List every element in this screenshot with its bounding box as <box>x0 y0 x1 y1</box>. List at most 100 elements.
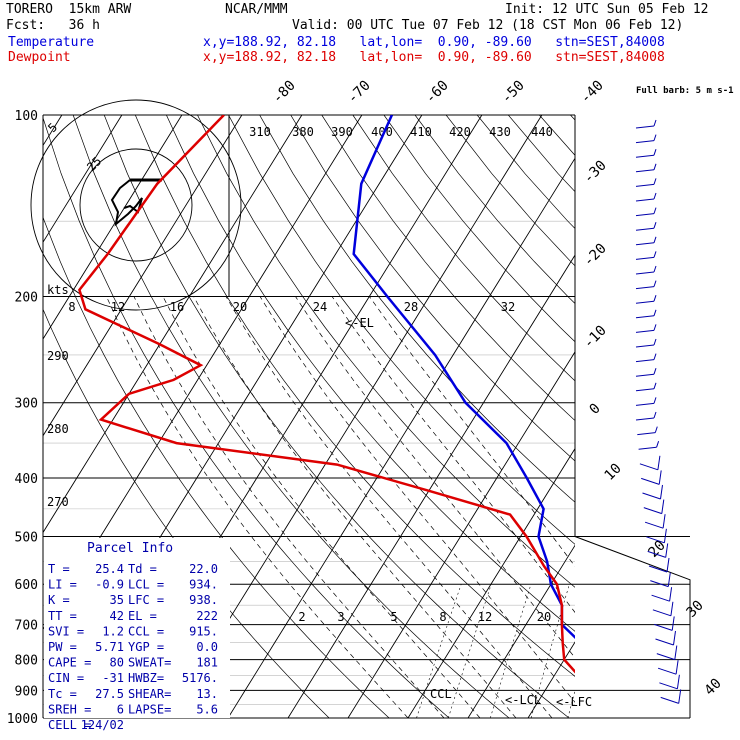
wind-barb <box>637 426 658 436</box>
mixing-ratio-label: 5 <box>390 610 397 624</box>
wind-barb-flag <box>669 587 673 602</box>
wind-barb-flag <box>653 280 657 287</box>
pressure-label: 800 <box>15 654 38 669</box>
wind-barb-shaft <box>647 550 666 558</box>
mixing-ratio-label: 28 <box>404 300 418 314</box>
barb-note: Full barb: 5 m s-1 <box>636 86 734 96</box>
wind-barb-shaft <box>656 653 675 661</box>
wind-barb <box>635 163 657 173</box>
wind-barb-flag <box>653 295 657 302</box>
wind-barb-flag <box>653 207 657 214</box>
isotherm-line <box>648 115 740 718</box>
source-label: NCAR/MMM <box>225 2 288 17</box>
parcel-value: -0.9 <box>95 578 124 592</box>
parcel-key: SREH = <box>48 702 91 716</box>
parcel-key: LFC = <box>128 593 164 607</box>
parcel-key: PW = <box>48 640 77 654</box>
theta-label: 390 <box>331 125 353 139</box>
wind-barb-shaft <box>650 580 669 588</box>
wind-barb-shaft <box>659 682 678 690</box>
mixing-ratio-label: 12 <box>111 300 125 314</box>
el-annotation: <-EL <box>345 316 374 330</box>
isotherm-label: -20 <box>581 241 610 270</box>
wind-barb <box>652 601 674 617</box>
parcel-value: 13. <box>196 687 218 701</box>
theta-label: 410 <box>410 125 432 139</box>
wind-barb-shaft <box>657 667 677 675</box>
forecast-hour: Fcst: 36 h <box>6 18 100 33</box>
wind-barb-shaft <box>635 300 655 304</box>
mixing-ratio-label: 2 <box>298 610 305 624</box>
isotherm-line <box>467 544 575 718</box>
isotherm-line <box>227 157 575 718</box>
theta-side-label: 270 <box>47 495 69 509</box>
theta-label: 380 <box>292 125 314 139</box>
dry-adiabat-line <box>321 115 575 422</box>
parcel-value: 25.4 <box>95 562 124 576</box>
theta-label: 440 <box>531 125 553 139</box>
wind-barb-flag <box>653 338 657 346</box>
wind-barb-shaft <box>639 463 659 471</box>
isotherm-line <box>43 115 243 437</box>
dry-adiabat-line <box>166 115 575 632</box>
wind-barb-shaft <box>642 492 661 500</box>
wind-barb-shaft <box>635 402 655 406</box>
wind-barb <box>650 572 671 588</box>
isotherm-label: -80 <box>270 78 299 107</box>
dry-adiabat-line <box>352 115 575 382</box>
wind-barb <box>635 382 657 392</box>
wind-barb <box>635 207 657 217</box>
wind-barb-shaft <box>655 638 674 646</box>
moist-adiabat-line <box>106 296 409 718</box>
wind-barb-shaft <box>648 565 668 573</box>
wind-barb-shaft <box>644 521 664 529</box>
right-axis-extension <box>574 536 691 718</box>
wind-barb-shaft <box>643 507 662 515</box>
pressure-label: 600 <box>15 578 38 593</box>
parcel-value: -31 <box>102 671 124 685</box>
parcel-key: CAPE = <box>48 656 91 670</box>
temperature-location: x,y=188.92, 82.18 lat,lon= 0.90, -89.60 … <box>203 35 665 50</box>
moist-adiabat-line <box>331 296 575 613</box>
wind-barb-flag <box>653 163 657 170</box>
wind-barb-flag <box>653 134 657 141</box>
parcel-key: CELL = <box>48 718 91 732</box>
parcel-key: YGP = <box>128 640 164 654</box>
parcel-key: CCL = <box>128 624 164 638</box>
wind-barb <box>635 338 657 348</box>
moist-adiabat-line <box>225 296 553 718</box>
wind-barb-flag <box>656 441 660 448</box>
parcel-key: TT = <box>48 609 77 623</box>
wind-barb <box>635 222 657 231</box>
pressure-label: 400 <box>15 472 38 487</box>
hodograph-ring <box>79 148 193 262</box>
parcel-key: Tc = <box>48 687 77 701</box>
isotherm-label: 30 <box>684 598 707 621</box>
wind-barb-flag <box>654 426 658 433</box>
moist-adiabat-line <box>133 296 445 718</box>
mixing-ratio-label: 32 <box>501 300 515 314</box>
wind-barb-shaft <box>635 344 655 348</box>
isotherm-line <box>347 351 575 718</box>
parcel-value: 1.2 <box>102 624 124 638</box>
wind-barb-flag <box>658 470 662 485</box>
wind-barb <box>648 557 670 573</box>
pressure-label: 200 <box>15 291 38 306</box>
wind-barb-flag <box>676 674 680 689</box>
wind-barb-flag <box>670 601 674 616</box>
isotherm-line <box>287 254 575 718</box>
parcel-key: EL = <box>128 609 157 623</box>
ccl-annotation: CCL <box>430 687 452 701</box>
isotherm-line <box>407 447 575 718</box>
parcel-key: T = <box>48 562 70 576</box>
theta-label: 430 <box>489 125 511 139</box>
theta-label: 400 <box>371 125 393 139</box>
wind-barb-flag <box>653 119 657 127</box>
wind-barb <box>660 689 682 704</box>
isotherm-line <box>708 115 740 718</box>
wind-barb-shaft <box>635 329 655 333</box>
dry-adiabat-line <box>290 115 575 462</box>
parcel-info-title: Parcel Info <box>87 541 173 556</box>
wind-barb <box>635 324 657 333</box>
